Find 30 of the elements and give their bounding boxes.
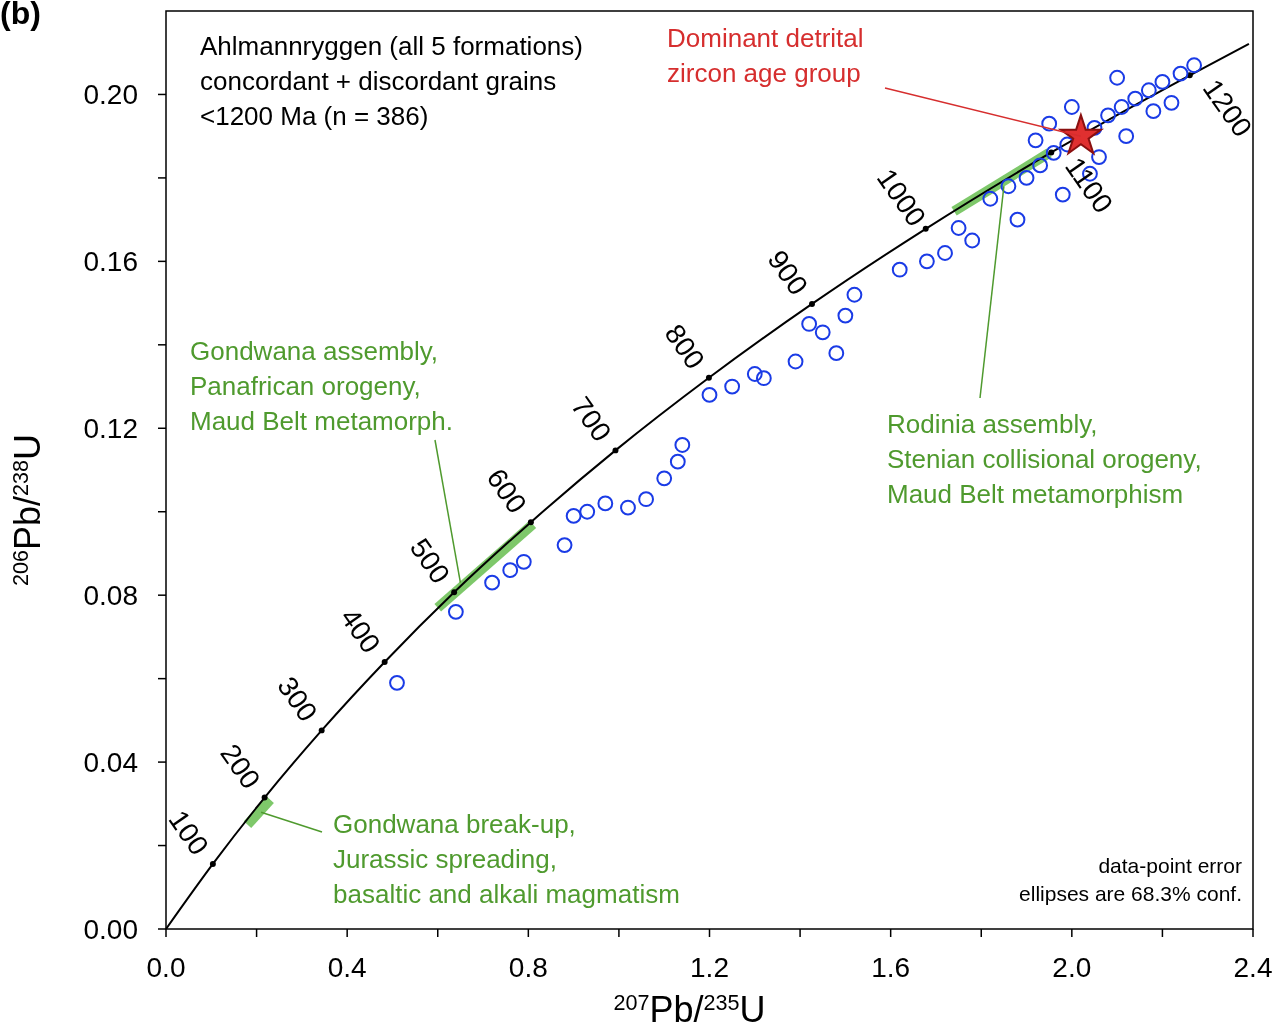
y-tick-label: 0.04	[83, 747, 138, 779]
y-tick-label: 0.12	[83, 413, 138, 445]
annotation: data-point error ellipses are 68.3% conf.	[1019, 854, 1242, 906]
annotation: Ahlmannryggen (all 5 formations) concordant + discordant grains <1200 Ma (n = 386)	[200, 31, 583, 132]
x-tick-label: 2.0	[1052, 952, 1092, 983]
annotation: 500	[403, 533, 456, 590]
y-tick-label: 0.16	[83, 246, 138, 278]
x-tick-label: 2.4	[1233, 952, 1273, 983]
x-tick-label: 1.2	[690, 952, 729, 983]
annotation: 700	[565, 391, 618, 448]
x-tick-label: 0.8	[508, 952, 548, 983]
x-tick-label: 0.4	[327, 952, 367, 983]
annotation: 200	[214, 738, 267, 795]
chart-title: (b)	[0, 0, 41, 31]
annotation: 600	[480, 462, 533, 519]
x-tick-label: 1.6	[871, 952, 911, 983]
x-tick-label: 0.0	[146, 952, 186, 983]
y-tick-label: 0.00	[83, 914, 138, 945]
y-tick-label: 0.08	[83, 580, 138, 612]
annotation: Gondwana assembly, Panafrican orogeny, Maud Belt metamorph.	[190, 336, 454, 437]
annotation: 400	[334, 602, 387, 659]
annotation: Gondwana break-up, Jurassic spreading, basaltic and alkali magmatism	[333, 809, 680, 910]
x-axis-title: $^{207}$Pb/$^{235}$U	[613, 989, 766, 1027]
annotation: 300	[271, 671, 324, 728]
y-tick-label: 0.20	[83, 79, 138, 111]
annotation: 800	[658, 318, 711, 375]
annotation: 900	[761, 244, 814, 301]
annotation: Dominant detrital zircon age group	[667, 23, 864, 89]
annotation: Rodinia assembly, Stenian collisional orogeny, Maud Belt metamorphism	[887, 409, 1202, 510]
annotation: 100	[162, 804, 215, 861]
